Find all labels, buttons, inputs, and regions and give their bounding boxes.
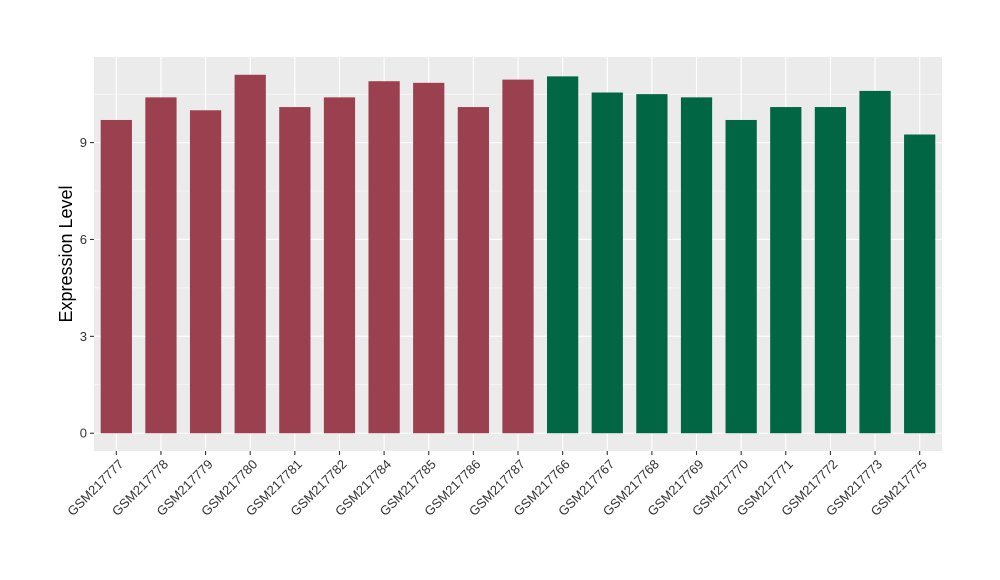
- y-axis-label: Expression Level: [56, 185, 76, 322]
- bar-GSM217781: [279, 107, 311, 434]
- bar-GSM217772: [814, 107, 847, 434]
- bar-GSM217785: [413, 82, 445, 434]
- bar-GSM217770: [725, 119, 757, 434]
- bar-GSM217784: [368, 81, 400, 434]
- y-tick-label: 0: [80, 426, 87, 441]
- y-tick-label: 3: [80, 329, 87, 344]
- bar-GSM217773: [859, 90, 891, 434]
- bar-GSM217767: [591, 92, 623, 434]
- bar-GSM217780: [234, 74, 266, 434]
- bar-GSM217786: [457, 107, 489, 434]
- bar-GSM217766: [547, 76, 579, 434]
- bars: [100, 74, 936, 434]
- y-tick-label: 6: [80, 232, 87, 247]
- bar-GSM217775: [904, 134, 936, 434]
- bar-GSM217769: [680, 97, 713, 434]
- bar-GSM217778: [145, 97, 177, 434]
- bar-GSM217782: [323, 97, 356, 434]
- bar-GSM217768: [636, 94, 668, 434]
- bar-GSM217787: [502, 79, 534, 434]
- y-axis: 0 3 6 9: [80, 135, 94, 441]
- bar-GSM217779: [189, 110, 222, 434]
- bar-GSM217777: [100, 119, 132, 434]
- bar-GSM217771: [770, 107, 802, 434]
- x-axis: GSM217777GSM217778GSM217779GSM217780GSM2…: [64, 451, 930, 519]
- y-tick-label: 9: [80, 135, 87, 150]
